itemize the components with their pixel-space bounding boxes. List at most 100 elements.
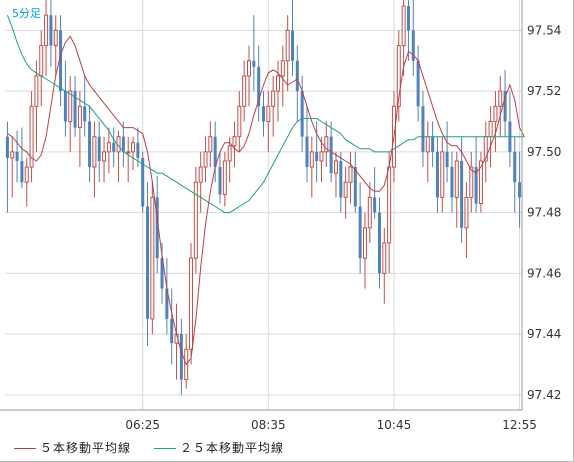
candle-body-down xyxy=(411,30,415,61)
candles-layer xyxy=(5,0,522,395)
candle-body-up xyxy=(343,181,348,198)
candle-body-up xyxy=(227,145,232,162)
candle-body-up xyxy=(77,105,82,129)
candle-body-down xyxy=(252,60,256,67)
candle-body-down xyxy=(377,212,381,274)
candle-body-down xyxy=(460,160,464,228)
candle-body-up xyxy=(44,14,49,47)
candle-body-up xyxy=(106,142,111,153)
candle-body-up xyxy=(222,160,227,195)
candle-body-up xyxy=(198,166,203,183)
candle-body-down xyxy=(213,136,217,168)
legend-ma5-label: ５本移動平均線 xyxy=(40,441,132,455)
candle-body-down xyxy=(160,258,164,289)
candle-body-down xyxy=(353,167,357,207)
candle-body-down xyxy=(97,136,101,161)
candle-body-up xyxy=(237,105,242,138)
candle-body-up xyxy=(401,5,406,47)
candle-body-down xyxy=(121,136,125,152)
legend-ma25: ２５本移動平均線 xyxy=(154,439,284,456)
candle-body-down xyxy=(20,160,24,183)
candle-body-up xyxy=(24,166,29,183)
candle-body-up xyxy=(387,166,392,244)
candle-body-down xyxy=(112,142,116,152)
ma5-line xyxy=(7,35,525,366)
candle-body-down xyxy=(262,106,265,122)
candle-body-up xyxy=(280,60,285,77)
y-tick-label: 97.50 xyxy=(527,145,561,159)
candle-body-up xyxy=(440,151,445,198)
candle-body-up xyxy=(464,196,469,229)
candle-body-up xyxy=(247,60,252,77)
candle-body-down xyxy=(421,106,425,152)
candle-body-up xyxy=(29,105,34,168)
candle-body-up xyxy=(193,181,198,259)
candle-body-up xyxy=(39,45,44,77)
candle-body-up xyxy=(362,227,367,259)
candle-body-down xyxy=(513,151,517,183)
y-tick-label: 97.54 xyxy=(527,23,561,37)
candle-body-up xyxy=(203,151,208,168)
candle-body-down xyxy=(339,160,343,198)
candle-body-up xyxy=(478,160,483,204)
candle-body-up xyxy=(425,136,430,153)
candle-body-down xyxy=(218,167,222,195)
candle-body-down xyxy=(450,167,454,198)
candle-body-down xyxy=(170,318,174,344)
candle-body-up xyxy=(275,75,280,92)
candle-body-down xyxy=(431,136,435,152)
candle-body-up xyxy=(189,257,194,350)
candle-body-up xyxy=(242,75,247,107)
candle-body-down xyxy=(49,15,53,46)
candle-body-down xyxy=(257,66,261,107)
candle-body-up xyxy=(396,45,401,107)
candle-body-down xyxy=(435,151,439,198)
candle-body-down xyxy=(295,60,299,92)
y-tick-label: 97.42 xyxy=(527,388,561,402)
candle-body-down xyxy=(315,151,319,161)
candle-body-up xyxy=(498,90,503,107)
candle-body-up xyxy=(150,196,155,320)
candle-body-down xyxy=(416,60,420,107)
candle-body-up xyxy=(68,90,73,122)
legend-ma5-swatch xyxy=(14,448,36,449)
candle-body-down xyxy=(358,206,362,259)
candle-body-up xyxy=(53,29,58,47)
candle-body-up xyxy=(34,75,39,107)
candle-body-down xyxy=(445,151,449,168)
grid-layer xyxy=(5,0,522,410)
candle-body-down xyxy=(518,182,522,198)
candle-body-down xyxy=(329,136,333,174)
candle-body-up xyxy=(333,160,338,174)
candle-body-down xyxy=(83,106,87,122)
y-tick-label: 97.46 xyxy=(527,266,561,280)
candle-body-up xyxy=(348,166,353,183)
candle-body-up xyxy=(232,136,237,147)
candle-body-down xyxy=(73,91,77,128)
candle-body-up xyxy=(493,105,498,122)
x-tick-label: 12:55 xyxy=(502,418,537,432)
x-tick-label: 10:45 xyxy=(377,418,412,432)
candle-body-up xyxy=(382,242,387,274)
candle-body-up xyxy=(271,90,276,107)
candle-body-down xyxy=(59,30,63,92)
x-tick-label: 08:35 xyxy=(251,418,286,432)
candle-body-up xyxy=(488,120,493,138)
interval-label: 5分足 xyxy=(12,7,41,20)
y-tick-label: 97.44 xyxy=(527,327,561,341)
candle-body-down xyxy=(474,167,478,204)
y-tick-label: 97.52 xyxy=(527,84,561,98)
candle-body-down xyxy=(503,91,507,122)
candle-body-down xyxy=(179,334,183,380)
candle-body-down xyxy=(136,142,140,158)
legend-ma25-swatch xyxy=(154,448,176,449)
candle-body-down xyxy=(88,121,92,168)
candle-body-down xyxy=(290,30,294,61)
x-tick-label: 06:25 xyxy=(125,418,160,432)
candle-body-down xyxy=(146,206,150,319)
candle-body-up xyxy=(309,151,314,168)
candle-body-up xyxy=(131,142,136,153)
candle-body-up xyxy=(266,105,271,122)
candle-body-up xyxy=(285,29,290,62)
